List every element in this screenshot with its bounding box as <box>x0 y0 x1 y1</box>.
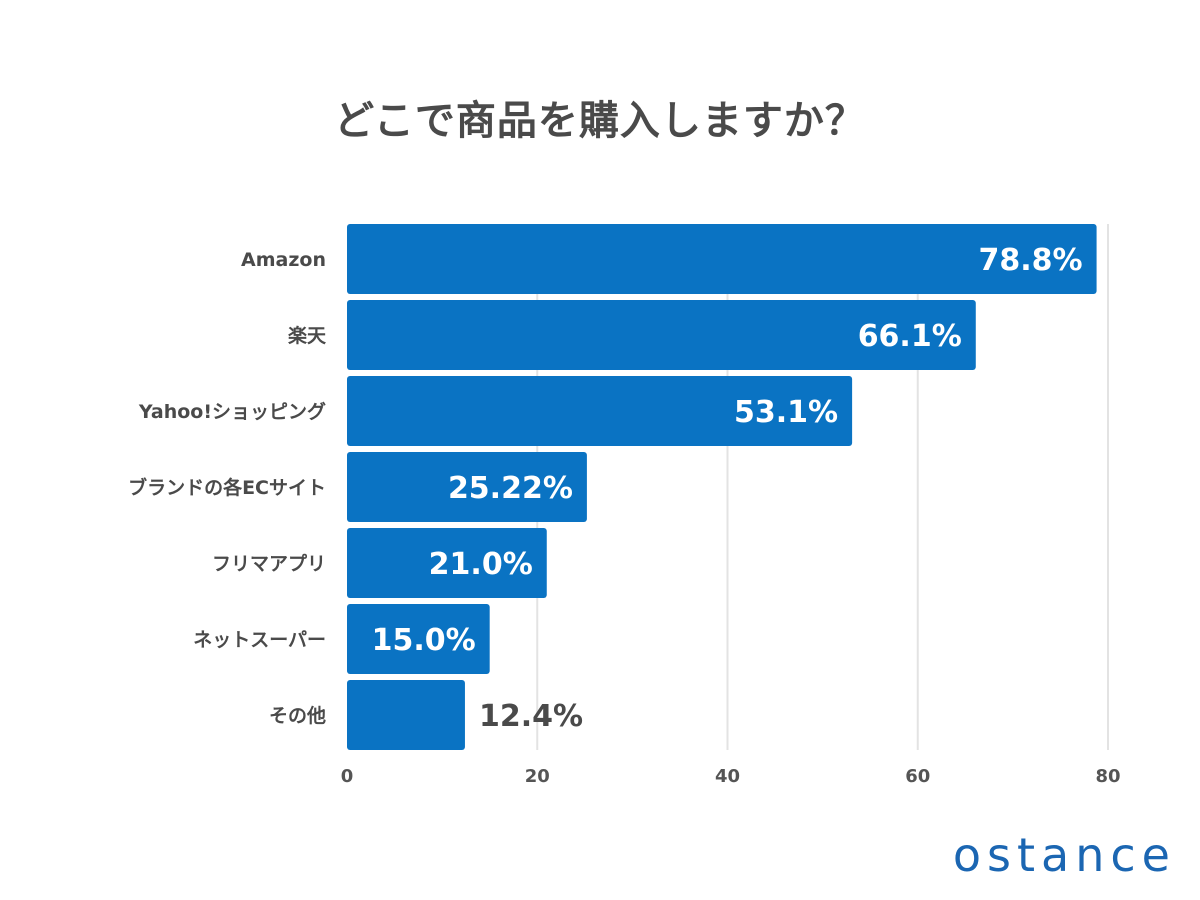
category-label: フリマアプリ <box>212 552 326 575</box>
x-tick-label: 20 <box>525 766 550 787</box>
x-tick-label: 40 <box>715 766 740 787</box>
value-label: 25.22% <box>448 471 573 506</box>
x-tick-label: 0 <box>341 766 354 787</box>
value-label: 53.1% <box>734 395 838 430</box>
value-label: 66.1% <box>858 319 962 354</box>
x-tick-label: 60 <box>905 766 930 787</box>
brand-logo: ostance <box>952 828 1176 882</box>
bar-1 <box>347 300 976 370</box>
x-tick-label: 80 <box>1095 766 1120 787</box>
chart-title: どこで商品を購入しますか？ <box>334 98 866 144</box>
bar-3 <box>347 452 587 522</box>
category-label: 楽天 <box>288 324 327 347</box>
value-label: 21.0% <box>429 547 533 582</box>
category-label: その他 <box>269 704 326 727</box>
bar-4 <box>347 528 547 598</box>
value-label: 15.0% <box>372 623 476 658</box>
bar-6 <box>347 680 465 750</box>
category-label: ネットスーパー <box>193 629 326 651</box>
bar-2 <box>347 376 853 446</box>
category-label: ブランドの各ECサイト <box>128 476 326 499</box>
category-labels: Amazon 楽天 Yahoo!ショッピングブランドの各ECサイトフリマアプリネット… <box>128 249 327 727</box>
value-labels: 78.8% 66.1% 53.1% 25.22% 21.0% 15.0% 12.4% <box>372 243 1083 734</box>
value-label: 12.4% <box>479 699 583 734</box>
value-label: 78.8% <box>979 243 1083 278</box>
bar-5 <box>347 604 490 674</box>
category-label: Yahoo!ショッピング <box>138 400 326 423</box>
x-axis-ticks: 0 20 40 60 80 <box>341 766 1121 787</box>
bars <box>347 224 1097 750</box>
bar-0 <box>347 224 1097 294</box>
category-label: Amazon <box>241 249 326 271</box>
